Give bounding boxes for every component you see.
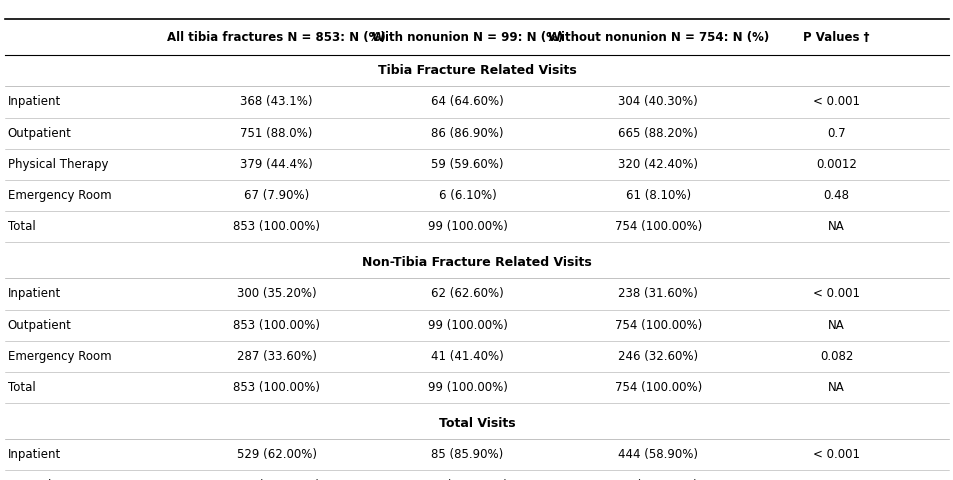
Text: 853 (100.00%): 853 (100.00%)	[233, 220, 320, 233]
Text: Emergency Room: Emergency Room	[8, 350, 112, 363]
Text: 67 (7.90%): 67 (7.90%)	[244, 189, 309, 202]
Text: 444 (58.90%): 444 (58.90%)	[618, 448, 698, 461]
Text: NA: NA	[827, 220, 844, 233]
Text: Outpatient: Outpatient	[8, 319, 71, 332]
Text: < 0.001: < 0.001	[812, 96, 860, 108]
Text: 300 (35.20%): 300 (35.20%)	[236, 288, 316, 300]
Text: Outpatient: Outpatient	[8, 127, 71, 140]
Text: 99 (100.00%): 99 (100.00%)	[427, 220, 507, 233]
Text: Inpatient: Inpatient	[8, 96, 61, 108]
Text: 41 (41.40%): 41 (41.40%)	[431, 350, 503, 363]
Text: Without nonunion N = 754: N (%): Without nonunion N = 754: N (%)	[547, 31, 768, 44]
Text: 85 (85.90%): 85 (85.90%)	[431, 448, 503, 461]
Text: 304 (40.30%): 304 (40.30%)	[618, 96, 698, 108]
Text: 853 (100.00%): 853 (100.00%)	[233, 381, 320, 394]
Text: 287 (33.60%): 287 (33.60%)	[236, 350, 316, 363]
Text: 0.48: 0.48	[822, 189, 849, 202]
Text: 238 (31.60%): 238 (31.60%)	[618, 288, 698, 300]
Text: 99 (100.00%): 99 (100.00%)	[427, 381, 507, 394]
Text: 754 (100.00%): 754 (100.00%)	[614, 381, 701, 394]
Text: 751 (88.0%): 751 (88.0%)	[240, 127, 313, 140]
Text: NA: NA	[827, 319, 844, 332]
Text: 529 (62.00%): 529 (62.00%)	[236, 448, 316, 461]
Text: 99 (100.00%): 99 (100.00%)	[427, 319, 507, 332]
Text: 320 (42.40%): 320 (42.40%)	[618, 158, 698, 171]
Text: NA: NA	[827, 381, 844, 394]
Text: Tibia Fracture Related Visits: Tibia Fracture Related Visits	[377, 64, 576, 77]
Text: Inpatient: Inpatient	[8, 448, 61, 461]
Text: 368 (43.1%): 368 (43.1%)	[240, 96, 313, 108]
Text: 86 (86.90%): 86 (86.90%)	[431, 127, 503, 140]
Text: 61 (8.10%): 61 (8.10%)	[625, 189, 690, 202]
Text: Physical Therapy: Physical Therapy	[8, 158, 108, 171]
Text: Total Visits: Total Visits	[438, 417, 515, 430]
Text: 0.082: 0.082	[820, 350, 852, 363]
Text: 379 (44.4%): 379 (44.4%)	[240, 158, 313, 171]
Text: 246 (32.60%): 246 (32.60%)	[618, 350, 698, 363]
Text: 853 (100.00%): 853 (100.00%)	[233, 319, 320, 332]
Text: 754 (100.00%): 754 (100.00%)	[614, 220, 701, 233]
Text: All tibia fractures N = 853: N (%): All tibia fractures N = 853: N (%)	[167, 31, 386, 44]
Text: 0.7: 0.7	[826, 127, 845, 140]
Text: 665 (88.20%): 665 (88.20%)	[618, 127, 698, 140]
Text: Non-Tibia Fracture Related Visits: Non-Tibia Fracture Related Visits	[362, 256, 591, 269]
Text: 62 (62.60%): 62 (62.60%)	[431, 288, 503, 300]
Text: 59 (59.60%): 59 (59.60%)	[431, 158, 503, 171]
Text: With nonunion N = 99: N (%): With nonunion N = 99: N (%)	[372, 31, 562, 44]
Text: 6 (6.10%): 6 (6.10%)	[438, 189, 496, 202]
Text: 64 (64.60%): 64 (64.60%)	[431, 96, 503, 108]
Text: Total: Total	[8, 381, 35, 394]
Text: Total: Total	[8, 220, 35, 233]
Text: Emergency Room: Emergency Room	[8, 189, 112, 202]
Text: Inpatient: Inpatient	[8, 288, 61, 300]
Text: < 0.001: < 0.001	[812, 288, 860, 300]
Text: < 0.001: < 0.001	[812, 448, 860, 461]
Text: 754 (100.00%): 754 (100.00%)	[614, 319, 701, 332]
Text: 0.0012: 0.0012	[816, 158, 856, 171]
Text: P Values †: P Values †	[802, 31, 869, 44]
